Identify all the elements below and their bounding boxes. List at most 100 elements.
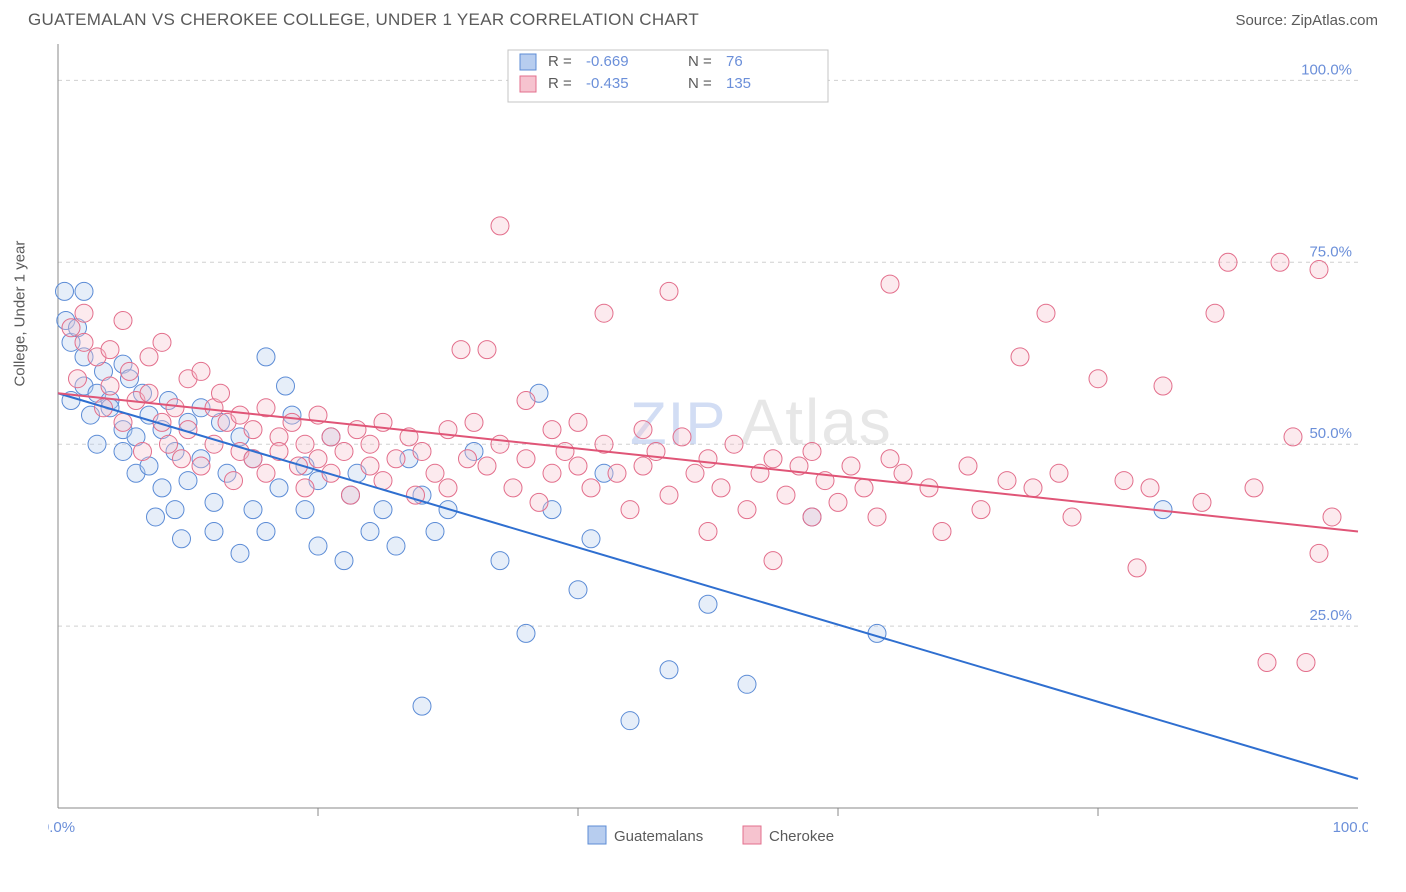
data-point [75, 333, 93, 351]
data-point [426, 523, 444, 541]
scatter-chart: 25.0%50.0%75.0%100.0%ZIPAtlas0.0%100.0%R… [48, 36, 1368, 866]
legend-swatch [520, 76, 536, 92]
data-point [277, 377, 295, 395]
data-point [829, 493, 847, 511]
data-point [517, 624, 535, 642]
data-point [452, 341, 470, 359]
x-tick-label: 0.0% [48, 819, 75, 836]
data-point [738, 675, 756, 693]
data-point [322, 428, 340, 446]
data-point [478, 341, 496, 359]
data-point [803, 508, 821, 526]
data-point [1297, 653, 1315, 671]
data-point [231, 406, 249, 424]
data-point [361, 457, 379, 475]
data-point [1206, 304, 1224, 322]
data-point [361, 435, 379, 453]
data-point [504, 479, 522, 497]
legend-swatch [520, 54, 536, 70]
y-tick-label: 100.0% [1301, 61, 1352, 78]
data-point [225, 472, 243, 490]
data-point [459, 450, 477, 468]
data-point [517, 450, 535, 468]
data-point [1245, 479, 1263, 497]
series-guatemalans [56, 282, 1173, 729]
data-point [1141, 479, 1159, 497]
data-point [257, 348, 275, 366]
data-point [699, 595, 717, 613]
svg-text:R =: R = [548, 53, 572, 70]
data-point [920, 479, 938, 497]
data-point [75, 282, 93, 300]
data-point [1037, 304, 1055, 322]
data-point [660, 661, 678, 679]
data-point [309, 537, 327, 555]
data-point [1310, 261, 1328, 279]
data-point [296, 501, 314, 519]
data-point [491, 435, 509, 453]
data-point [335, 442, 353, 460]
data-point [205, 523, 223, 541]
data-point [439, 479, 457, 497]
data-point [530, 493, 548, 511]
svg-text:R =: R = [548, 75, 572, 92]
data-point [75, 304, 93, 322]
correlation-legend: R =-0.669N =76R =-0.435N =135 [508, 50, 828, 102]
data-point [595, 304, 613, 322]
svg-text:N =: N = [688, 75, 712, 92]
data-point [114, 311, 132, 329]
data-point [166, 501, 184, 519]
svg-text:76: 76 [726, 53, 743, 70]
data-point [173, 450, 191, 468]
data-point [1115, 472, 1133, 490]
data-point [413, 697, 431, 715]
data-point [192, 457, 210, 475]
y-tick-label: 50.0% [1309, 425, 1352, 442]
data-point [868, 508, 886, 526]
data-point [933, 523, 951, 541]
data-point [88, 435, 106, 453]
data-point [569, 581, 587, 599]
data-point [1089, 370, 1107, 388]
data-point [257, 464, 275, 482]
data-point [491, 217, 509, 235]
data-point [173, 530, 191, 548]
data-point [855, 479, 873, 497]
data-point [634, 457, 652, 475]
y-tick-label: 25.0% [1309, 607, 1352, 624]
data-point [972, 501, 990, 519]
data-point [465, 413, 483, 431]
data-point [569, 413, 587, 431]
data-point [543, 421, 561, 439]
data-point [803, 442, 821, 460]
data-point [842, 457, 860, 475]
y-tick-label: 75.0% [1309, 243, 1352, 260]
data-point [192, 362, 210, 380]
data-point [134, 442, 152, 460]
legend-label: Guatemalans [614, 828, 703, 845]
data-point [699, 450, 717, 468]
data-point [660, 486, 678, 504]
data-point [1128, 559, 1146, 577]
data-point [660, 282, 678, 300]
data-point [257, 523, 275, 541]
data-point [725, 435, 743, 453]
data-point [1193, 493, 1211, 511]
data-point [179, 472, 197, 490]
data-point [69, 370, 87, 388]
data-point [244, 501, 262, 519]
data-point [634, 421, 652, 439]
data-point [621, 712, 639, 730]
data-point [517, 392, 535, 410]
data-point [569, 457, 587, 475]
data-point [1024, 479, 1042, 497]
svg-text:135: 135 [726, 75, 751, 92]
data-point [582, 530, 600, 548]
data-point [374, 501, 392, 519]
data-point [140, 348, 158, 366]
data-point [121, 362, 139, 380]
data-point [621, 501, 639, 519]
data-point [1011, 348, 1029, 366]
data-point [212, 384, 230, 402]
data-point [1271, 253, 1289, 271]
